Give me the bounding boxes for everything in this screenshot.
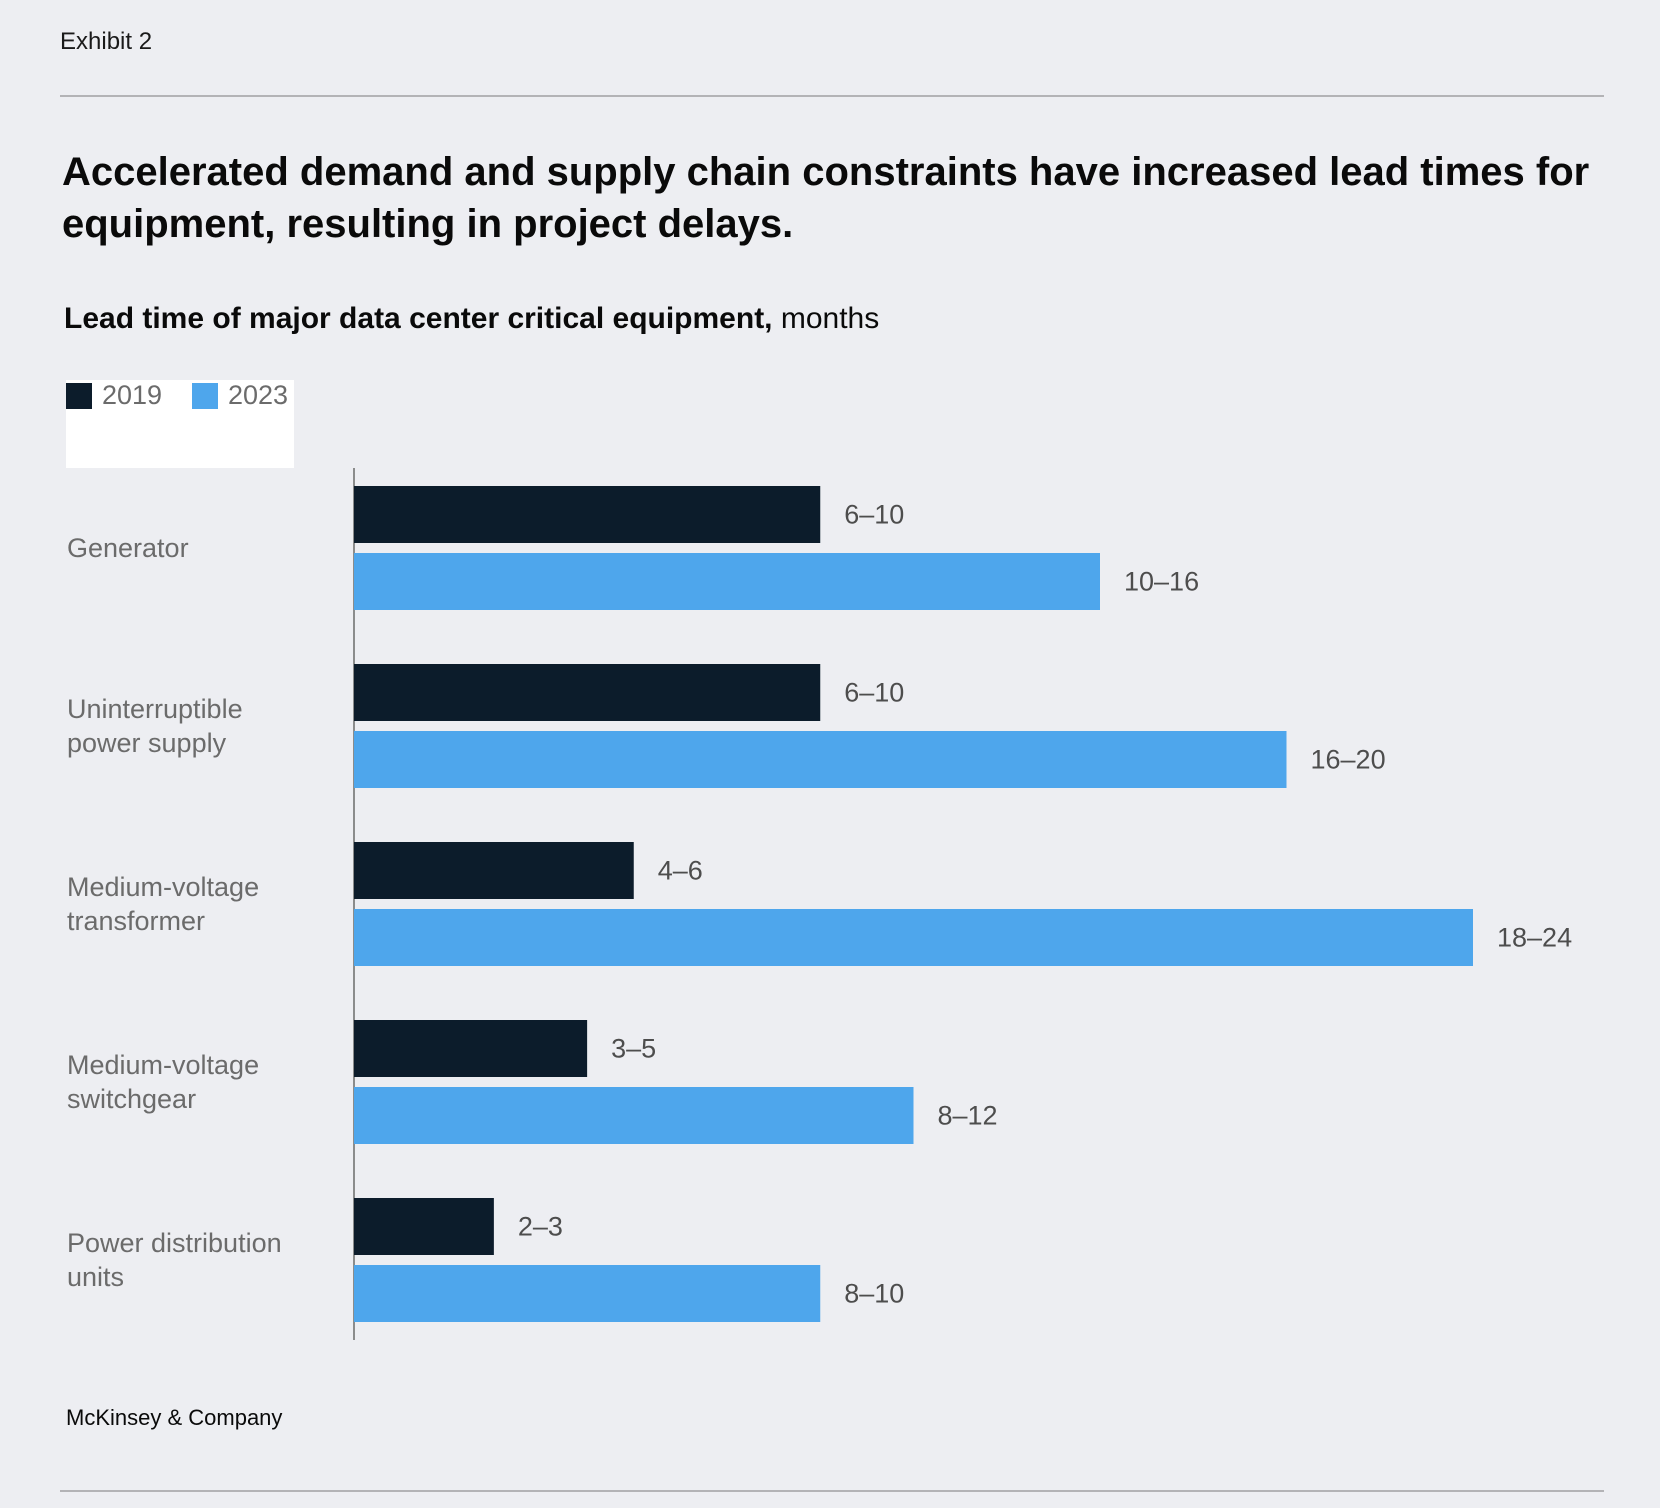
bar-2019 [354, 842, 634, 899]
value-label-2019: 6–10 [844, 500, 904, 530]
legend-item-2023: 2023 [192, 380, 288, 411]
subtitle-unit: months [772, 302, 880, 335]
exhibit-label: Exhibit 2 [60, 28, 153, 55]
category-label: Power distribution [67, 1228, 282, 1258]
bar-2019 [354, 664, 821, 721]
bar-2019 [354, 1198, 494, 1255]
chart-headline: Accelerated demand and supply chain cons… [62, 150, 1590, 246]
category-label: Generator [67, 533, 189, 563]
value-label-2019: 6–10 [844, 678, 904, 708]
top-divider [60, 95, 1604, 97]
bar-2023 [354, 909, 1473, 966]
category-label: power supply [67, 728, 227, 758]
source-label: McKinsey & Company [66, 1405, 283, 1430]
category-label: Medium-voltage [67, 1050, 259, 1080]
value-label-2023: 18–24 [1497, 923, 1572, 953]
value-label-2019: 4–6 [658, 856, 703, 886]
legend-label-2023: 2023 [228, 380, 289, 410]
bar-2019 [354, 486, 821, 543]
legend-label-2019: 2019 [102, 380, 163, 410]
category-label: Uninterruptible [67, 694, 243, 724]
category-label: transformer [67, 906, 205, 936]
category-label: switchgear [67, 1084, 196, 1114]
bar-2023 [354, 1087, 914, 1144]
value-label-2019: 2–3 [518, 1212, 563, 1242]
value-label-2019: 3–5 [611, 1034, 656, 1064]
legend: 2019 2023 [66, 380, 294, 468]
value-label-2023: 8–12 [938, 1101, 998, 1131]
category-label: Medium-voltage [67, 872, 259, 902]
category-label: units [67, 1262, 124, 1292]
bottom-divider [60, 1490, 1604, 1492]
value-label-2023: 8–10 [844, 1279, 904, 1309]
bar-2023 [354, 553, 1100, 610]
chart-subtitle: Lead time of major data center critical … [64, 302, 879, 336]
bar-2019 [354, 1020, 588, 1077]
legend-swatch-2019 [66, 382, 92, 409]
value-label-2023: 10–16 [1124, 567, 1199, 597]
bar-2023 [354, 731, 1287, 788]
bar-2023 [354, 1265, 821, 1322]
legend-item-2019: 2019 [66, 380, 162, 411]
subtitle-bold: Lead time of major data center critical … [64, 302, 773, 335]
legend-swatch-2023 [192, 382, 218, 409]
value-label-2023: 16–20 [1311, 745, 1386, 775]
